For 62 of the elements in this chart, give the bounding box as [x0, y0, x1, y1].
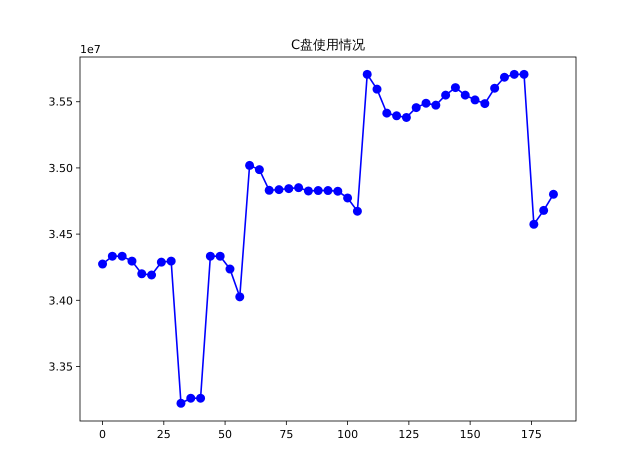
point: [264, 186, 274, 195]
chart-title: C盘使用情况: [290, 38, 366, 53]
y-tick-label: 3.35: [48, 360, 73, 374]
point: [343, 193, 352, 202]
point: [500, 72, 509, 82]
x-tick-label: 100: [337, 428, 358, 441]
point: [460, 90, 470, 100]
point: [274, 185, 284, 194]
x-tick-label: 150: [460, 428, 481, 441]
x-tick-label: 175: [520, 428, 542, 441]
point: [235, 292, 244, 302]
point: [156, 258, 166, 267]
point: [118, 252, 127, 261]
point: [127, 256, 136, 266]
point: [520, 70, 529, 79]
point: [304, 186, 313, 196]
point: [166, 256, 176, 266]
point: [470, 95, 480, 104]
point: [333, 186, 342, 196]
point: [382, 108, 392, 118]
point: [539, 206, 548, 215]
point: [206, 252, 215, 261]
point: [362, 70, 372, 79]
point: [372, 84, 382, 94]
y-tick-label: 3.45: [48, 228, 73, 242]
point: [441, 90, 450, 100]
point: [186, 394, 196, 403]
point: [216, 252, 225, 261]
x-tick-label: 0: [99, 428, 106, 441]
point: [422, 98, 431, 108]
y-tick-label: 3.40: [48, 294, 73, 308]
point: [176, 398, 186, 408]
point: [245, 160, 254, 170]
text: 1e7: [80, 43, 101, 56]
point: [490, 84, 500, 93]
point: [324, 186, 332, 196]
x-tick-label: 75: [279, 428, 294, 441]
point: [480, 99, 490, 108]
point: [450, 83, 460, 92]
point: [314, 186, 323, 196]
point: [510, 70, 519, 79]
x-tick-label: 50: [218, 428, 232, 441]
x-tick-label: 25: [156, 428, 171, 441]
point: [402, 112, 411, 122]
point: [412, 103, 421, 112]
point: [137, 269, 146, 278]
point: [284, 184, 294, 194]
point: [254, 165, 264, 174]
point: [108, 252, 117, 261]
point: [548, 190, 558, 199]
point: [98, 260, 108, 269]
point: [225, 264, 234, 274]
y-tick-label: 3.50: [48, 162, 73, 175]
x-tick-label: 125: [398, 428, 420, 441]
point: [529, 220, 538, 229]
point: [392, 111, 402, 120]
point: [196, 394, 206, 403]
y-tick-label: 3.55: [48, 96, 73, 109]
point: [147, 270, 156, 280]
point: [431, 100, 440, 110]
point: [294, 183, 304, 192]
point: [352, 206, 362, 216]
